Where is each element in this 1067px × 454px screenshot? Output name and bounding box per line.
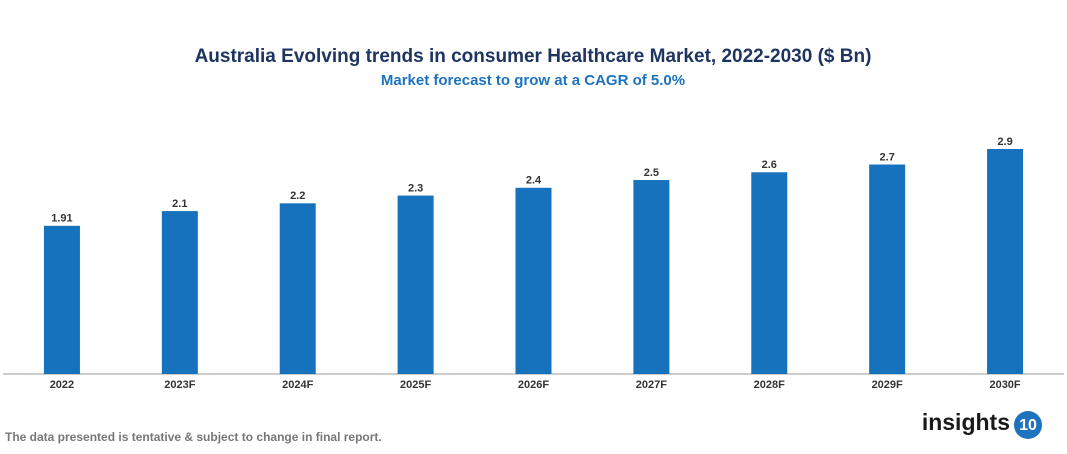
value-label: 2.6 — [762, 159, 777, 171]
value-label: 2.3 — [408, 182, 423, 194]
x-tick-label: 2022 — [50, 379, 74, 391]
x-tick-label: 2026F — [518, 379, 549, 391]
bar — [633, 180, 670, 374]
bar — [987, 149, 1024, 374]
x-tick-label: 2024F — [282, 379, 313, 391]
footnote: The data presented is tentative & subjec… — [5, 430, 382, 444]
x-tick-label: 2023F — [164, 379, 195, 391]
x-tick-label: 2025F — [400, 379, 431, 391]
value-label: 2.9 — [997, 136, 1012, 148]
logo-badge-text: 10 — [1019, 417, 1037, 434]
bar — [161, 211, 198, 374]
logo-text: insights — [922, 409, 1010, 435]
bar — [751, 172, 788, 374]
bar — [515, 187, 552, 374]
bar — [43, 225, 80, 374]
value-label: 2.7 — [880, 151, 895, 163]
value-label: 2.1 — [172, 198, 187, 210]
bar — [869, 164, 906, 374]
x-tick-label: 2027F — [636, 379, 667, 391]
value-label: 2.4 — [526, 175, 542, 187]
logo-badge — [1014, 411, 1042, 439]
x-tick-label: 2029F — [872, 379, 903, 391]
x-tick-label: 2028F — [754, 379, 785, 391]
value-label: 2.2 — [290, 190, 305, 202]
chart-subtitle: Market forecast to grow at a CAGR of 5.0… — [381, 72, 685, 89]
bar — [397, 195, 434, 374]
x-tick-label: 2030F — [989, 379, 1020, 391]
value-label: 1.91 — [51, 213, 72, 225]
chart-title: Australia Evolving trends in consumer He… — [195, 46, 872, 67]
bar — [279, 203, 316, 374]
value-label: 2.5 — [644, 167, 659, 179]
